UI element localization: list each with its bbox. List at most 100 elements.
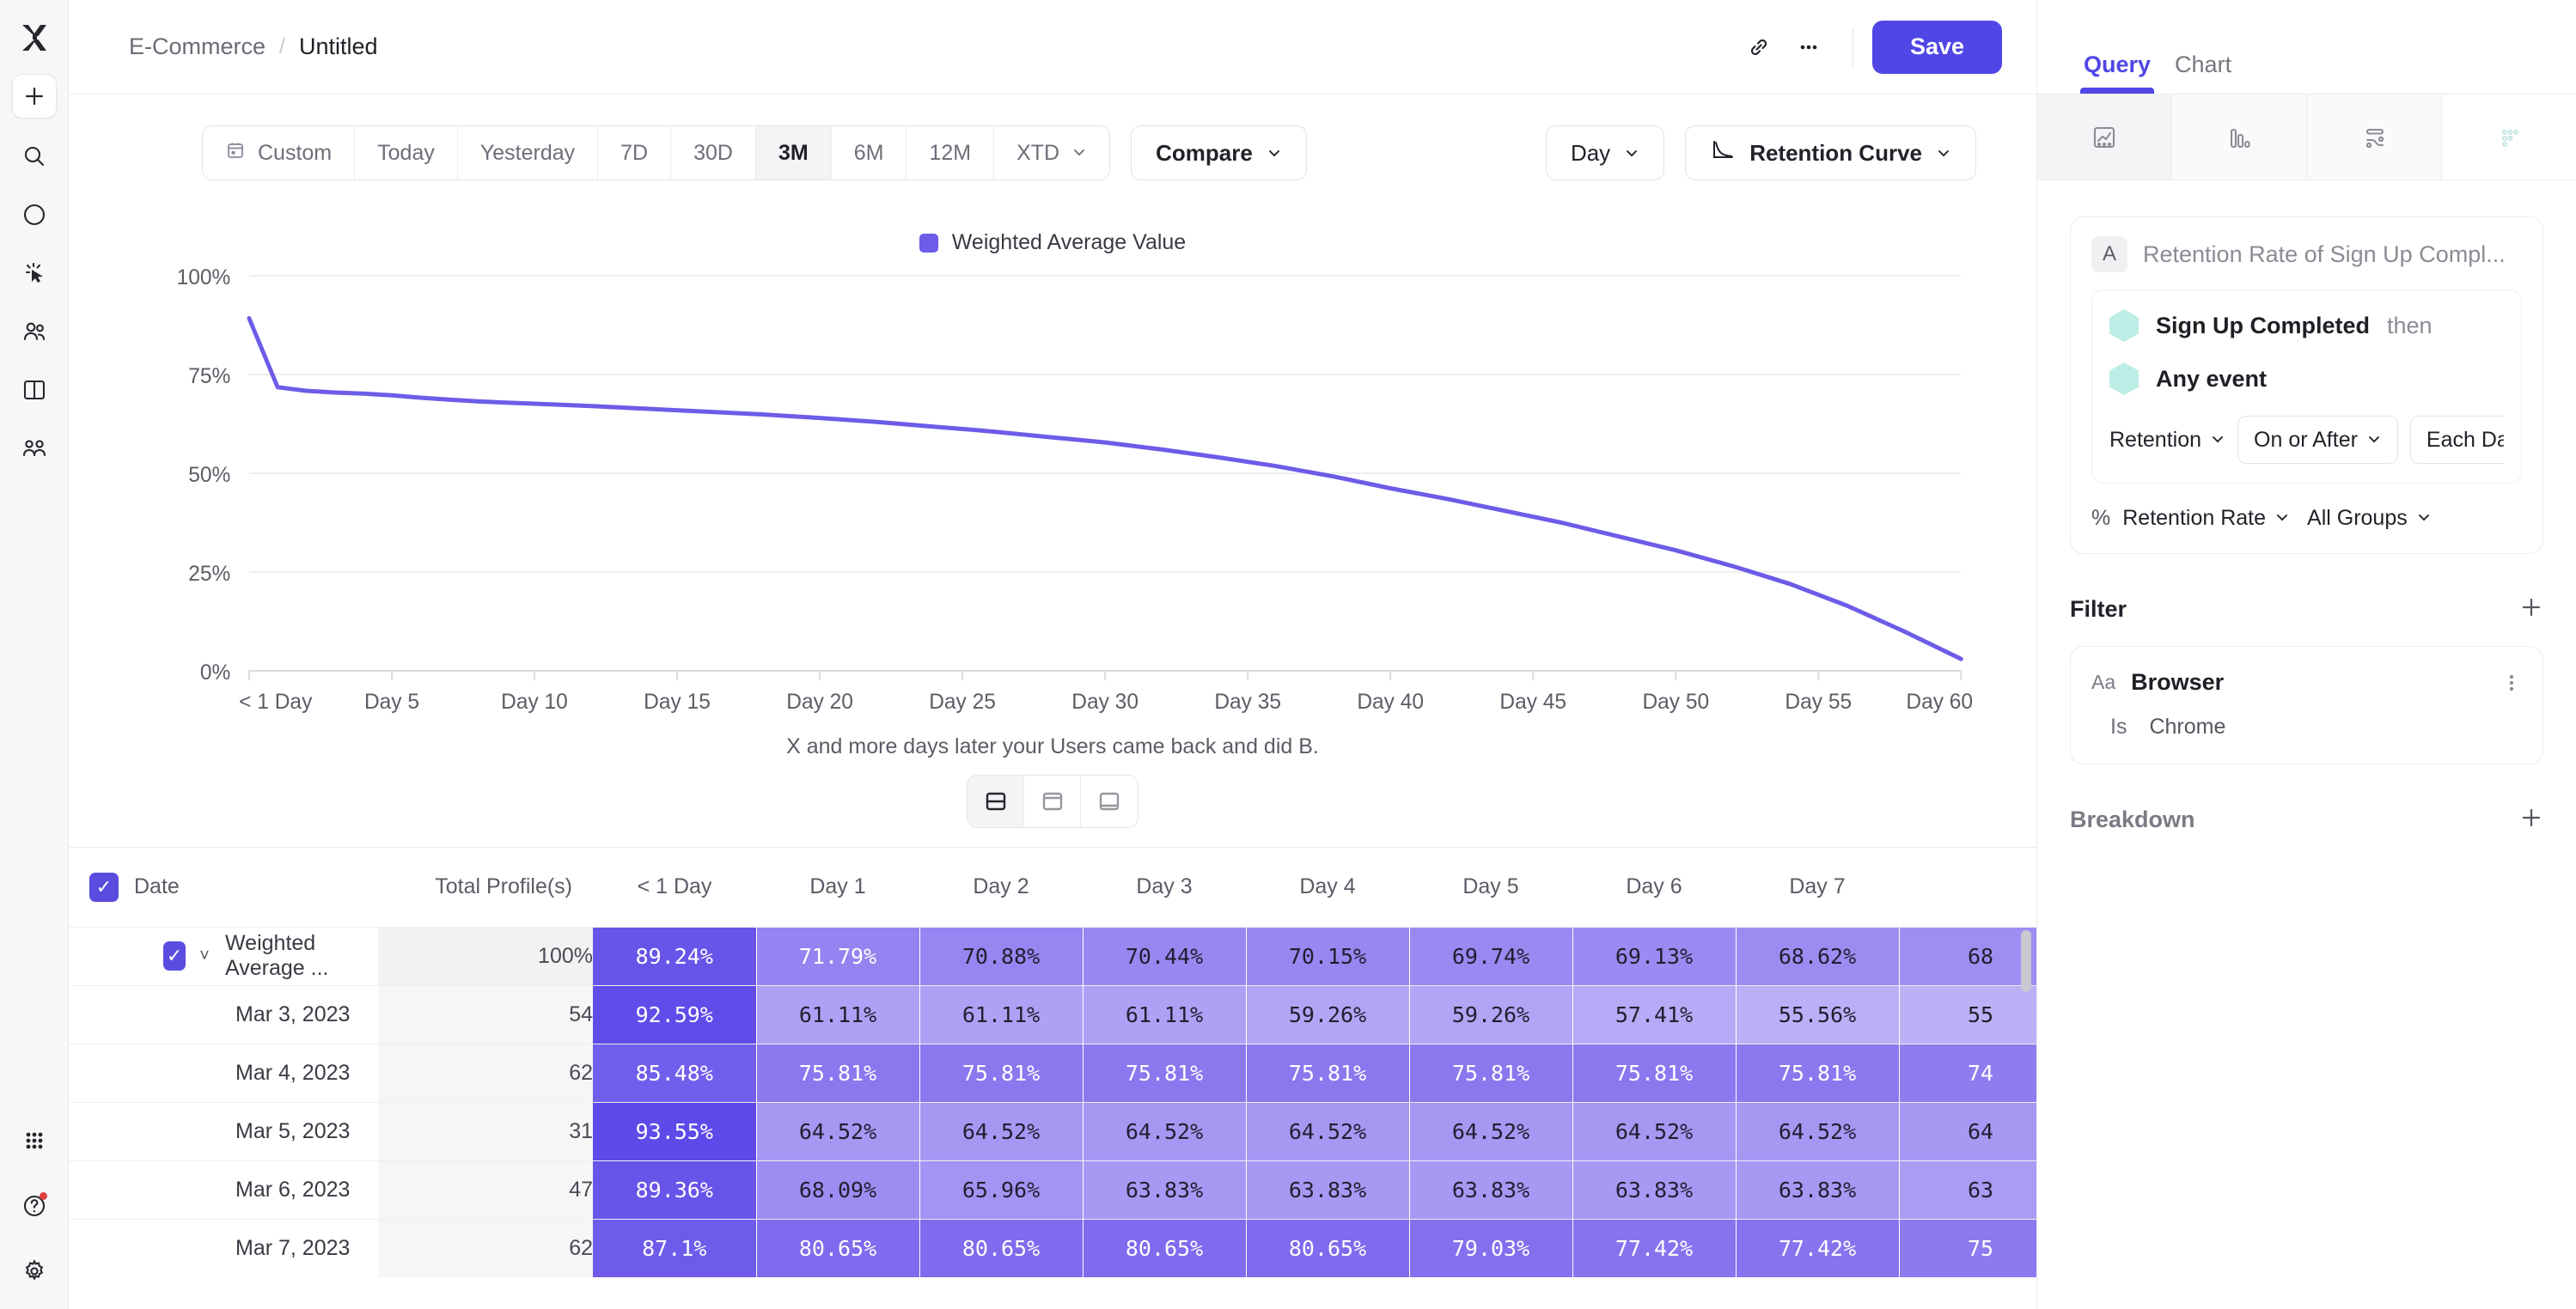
retention-table-wrap[interactable]: ✓ Date Total Profile(s) < 1 Day Day 1 Day 2… <box>69 847 2036 1309</box>
ellipsis-icon[interactable] <box>1784 22 1834 72</box>
range-12m-label: 12M <box>929 140 972 165</box>
query-title-row[interactable]: A Retention Rate of Sign Up Compl... <box>2091 236 2522 272</box>
range-today[interactable]: Today <box>355 126 458 180</box>
flow-chart-icon[interactable] <box>2307 94 2442 180</box>
line-chart-icon[interactable] <box>2037 94 2172 180</box>
chart-type-select[interactable]: Retention Curve <box>1685 125 1976 180</box>
search-icon[interactable] <box>12 134 57 179</box>
on-or-after-select[interactable]: On or After <box>2237 416 2398 464</box>
tab-chart[interactable]: Chart <box>2163 52 2243 94</box>
columns-icon[interactable] <box>12 368 57 412</box>
tab-query[interactable]: Query <box>2072 52 2163 94</box>
table-col-day-0[interactable]: < 1 Day <box>593 848 756 927</box>
row-label: Mar 5, 2023 <box>235 1118 351 1143</box>
range-yesterday[interactable]: Yesterday <box>457 126 599 180</box>
table-col-total[interactable]: Total Profile(s) <box>378 848 593 927</box>
table-col-date[interactable]: ✓ Date <box>69 848 378 927</box>
table-row[interactable]: Mar 3, 2023 54 92.59% 61.11% 61.11% 61.11% 59… <box>69 984 2036 1044</box>
chart-toolbar: Custom Today Yesterday 7D 30D 3M 6M 12M … <box>69 94 2036 189</box>
row-label-cell[interactable]: ✓ ˅ Weighted Average ... <box>69 926 378 985</box>
legend-label: Weighted Average Value <box>951 230 1187 254</box>
range-7d[interactable]: 7D <box>598 126 672 180</box>
grid-dots-icon[interactable] <box>2442 94 2576 180</box>
metric-select[interactable]: Retention Rate <box>2122 506 2290 531</box>
query-card: A Retention Rate of Sign Up Compl... Sig… <box>2070 216 2543 554</box>
new-button[interactable] <box>11 74 57 119</box>
range-3m[interactable]: 3M <box>755 126 832 180</box>
retention-type-select[interactable]: Retention <box>2109 428 2225 453</box>
range-custom-label: Custom <box>258 140 333 165</box>
table-col-day-1[interactable]: Day 1 <box>756 848 919 927</box>
row-label-cell[interactable]: Mar 7, 2023 <box>69 1218 378 1277</box>
x-logo-icon[interactable] <box>12 15 57 60</box>
select-all-checkbox[interactable]: ✓ <box>89 872 119 902</box>
groups-select[interactable]: All Groups <box>2307 506 2432 531</box>
retention-cell: 64.52% <box>1736 1101 1900 1160</box>
link-icon[interactable] <box>1734 22 1784 72</box>
table-row[interactable]: ✓ ˅ Weighted Average ... 100% 89.24% 71.79… <box>69 926 2036 985</box>
query-event-2[interactable]: Any event <box>2109 362 2504 395</box>
retention-cell: 85.48% <box>593 1043 757 1102</box>
layout-split-horizontal-icon[interactable] <box>968 776 1024 827</box>
layout-table-only-icon[interactable] <box>1081 776 1138 827</box>
page-title[interactable]: Untitled <box>298 33 378 59</box>
breadcrumb-root[interactable]: E-Commerce <box>129 33 266 59</box>
retention-cell: 80.65% <box>919 1218 1084 1277</box>
row-label-cell[interactable]: Mar 3, 2023 <box>69 984 378 1044</box>
each-day-select[interactable]: Each Day <box>2409 416 2504 464</box>
top-bar: E-Commerce / Untitled Save <box>69 0 2036 94</box>
layout-chart-only-icon[interactable] <box>1024 776 1081 827</box>
users-icon[interactable] <box>12 309 57 354</box>
table-col-day-3[interactable]: Day 3 <box>1083 848 1246 927</box>
row-checkbox[interactable]: ✓ <box>163 941 186 971</box>
table-col-day-4[interactable]: Day 4 <box>1246 848 1409 927</box>
query-badge: A <box>2091 236 2127 272</box>
table-row[interactable]: Mar 7, 2023 62 87.1% 80.65% 80.65% 80.65% 80.… <box>69 1218 2036 1277</box>
range-6m[interactable]: 6M <box>831 126 907 180</box>
filter-section-header: Filter <box>2037 554 2576 624</box>
help-notification-dot <box>40 1192 47 1200</box>
compare-button[interactable]: Compare <box>1131 125 1307 180</box>
gear-icon[interactable] <box>12 1249 57 1294</box>
range-custom[interactable]: Custom <box>203 126 356 180</box>
range-30d-label: 30D <box>693 140 733 165</box>
table-col-day-5[interactable]: Day 5 <box>1409 848 1572 927</box>
range-xtd[interactable]: XTD <box>994 126 1110 180</box>
grid-apps-icon[interactable] <box>12 1118 57 1163</box>
query-event-1[interactable]: Sign Up Completed then <box>2109 309 2504 342</box>
range-30d[interactable]: 30D <box>671 126 756 180</box>
table-col-day-6[interactable]: Day 6 <box>1572 848 1736 927</box>
filter-condition-row[interactable]: Is Chrome <box>2091 715 2522 740</box>
table-row[interactable]: Mar 5, 2023 31 93.55% 64.52% 64.52% 64.52% 64… <box>69 1101 2036 1160</box>
cursor-click-icon[interactable] <box>12 251 57 295</box>
row-label-cell[interactable]: Mar 4, 2023 <box>69 1043 378 1102</box>
compass-icon[interactable] <box>12 192 57 237</box>
bar-chart-icon[interactable] <box>2172 94 2307 180</box>
table-col-day-7[interactable]: Day 7 <box>1736 848 1899 927</box>
table-col-day-2[interactable]: Day 2 <box>919 848 1083 927</box>
retention-curve-plot: 0% 25% 50% 75% 100% < 1 Day Day 5 Day 10 Day 15 D… <box>155 260 1976 741</box>
save-button[interactable]: Save <box>1871 20 2002 74</box>
granularity-select[interactable]: Day <box>1545 125 1665 180</box>
row-label-cell[interactable]: Mar 5, 2023 <box>69 1101 378 1160</box>
range-12m[interactable]: 12M <box>906 126 995 180</box>
people-group-icon[interactable] <box>12 426 57 471</box>
svg-text:Day 50: Day 50 <box>1642 691 1709 714</box>
svg-text:50%: 50% <box>188 464 230 487</box>
add-breakdown-button[interactable] <box>2519 806 2543 834</box>
retention-cell: 77.42% <box>1572 1218 1737 1277</box>
table-row[interactable]: Mar 4, 2023 62 85.48% 75.81% 75.81% 75.81% 75… <box>69 1043 2036 1102</box>
svg-text:Day 10: Day 10 <box>501 691 568 714</box>
table-row[interactable]: Mar 6, 2023 47 89.36% 68.09% 65.96% 63.83% 63… <box>69 1160 2036 1219</box>
retention-cell: 55 <box>1899 984 2036 1044</box>
chevron-down-icon[interactable]: ˅ <box>199 946 210 965</box>
help-circle-icon[interactable] <box>12 1184 57 1228</box>
kebab-icon[interactable] <box>2501 670 2522 696</box>
add-filter-button[interactable] <box>2519 595 2543 624</box>
table-vertical-scrollbar[interactable] <box>2021 930 2031 992</box>
table-header-row: ✓ Date Total Profile(s) < 1 Day Day 1 Day 2… <box>69 848 2036 927</box>
row-label-cell[interactable]: Mar 6, 2023 <box>69 1160 378 1219</box>
tab-query-label: Query <box>2084 52 2152 77</box>
filter-item-browser[interactable]: Aa Browser Is Chrome <box>2070 646 2543 764</box>
